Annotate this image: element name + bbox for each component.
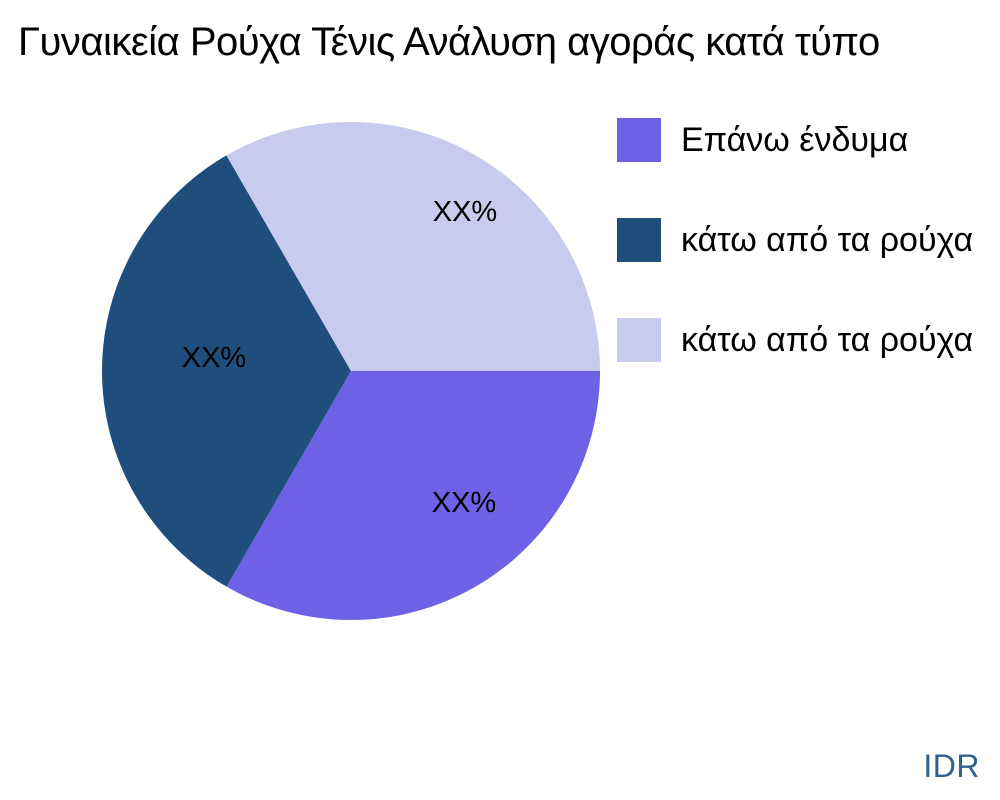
legend-swatch-under-clothes-light — [617, 318, 661, 362]
pie-slice-0 — [226, 371, 601, 621]
legend: Επάνω ένδυμα κάτω από τα ρούχα κάτω από … — [617, 118, 973, 362]
legend-swatch-under-clothes-dark — [617, 218, 661, 262]
legend-item-top-garment: Επάνω ένδυμα — [617, 118, 973, 162]
chart-title: Γυναικεία Ρούχα Τένις Ανάλυση αγοράς κατ… — [18, 20, 880, 64]
pie-slice-2 — [226, 121, 600, 371]
legend-swatch-top-garment — [617, 118, 661, 162]
pie-percent-label-top-garment: XX% — [432, 487, 496, 519]
pie-percent-label-under-clothes-light: XX% — [433, 196, 497, 228]
pie-slice-1 — [101, 155, 351, 587]
legend-item-under-clothes-light: κάτω από τα ρούχα — [617, 318, 973, 362]
legend-label-under-clothes-dark: κάτω από τα ρούχα — [681, 220, 974, 259]
legend-item-under-clothes-dark: κάτω από τα ρούχα — [617, 218, 973, 262]
pie-percent-label-under-clothes-dark: XX% — [182, 342, 246, 374]
legend-label-top-garment: Επάνω ένδυμα — [681, 120, 909, 159]
pie-slices — [101, 121, 601, 621]
legend-label-under-clothes-light: κάτω από τα ρούχα — [681, 320, 974, 359]
watermark-idr: IDR — [923, 748, 980, 784]
